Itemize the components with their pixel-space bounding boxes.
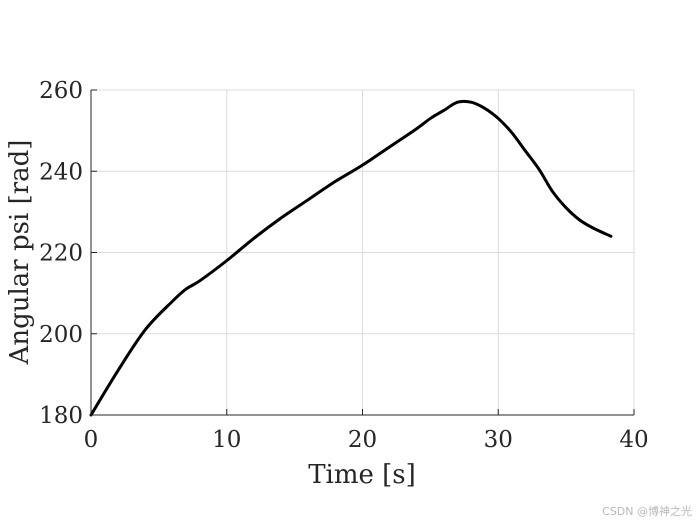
- x-tick-label-3: 30: [484, 427, 513, 453]
- x-tick-label-1: 10: [212, 427, 241, 453]
- y-tick-label-4: 260: [39, 78, 83, 104]
- x-tick-label-4: 40: [619, 427, 648, 453]
- y-tick-label-3: 240: [39, 159, 83, 185]
- plot-area: [89, 99, 613, 417]
- y-tick-label-1: 200: [39, 322, 83, 348]
- watermark: CSDN @博神之光: [602, 505, 692, 518]
- y-tick-label-0: 180: [39, 403, 83, 429]
- x-axis-label: Time [s]: [308, 460, 416, 490]
- y-axis-label: Angular psi [rad]: [5, 140, 35, 366]
- tick-labels: 0 10 20 30 40 180 200 220 240 260: [39, 78, 649, 453]
- x-tick-label-2: 20: [348, 427, 377, 453]
- series-line-0: [89, 99, 613, 417]
- axes: [90, 89, 635, 416]
- y-tick-label-2: 220: [39, 241, 83, 267]
- grid-lines: [90, 89, 635, 416]
- x-tick-label-0: 0: [84, 427, 99, 453]
